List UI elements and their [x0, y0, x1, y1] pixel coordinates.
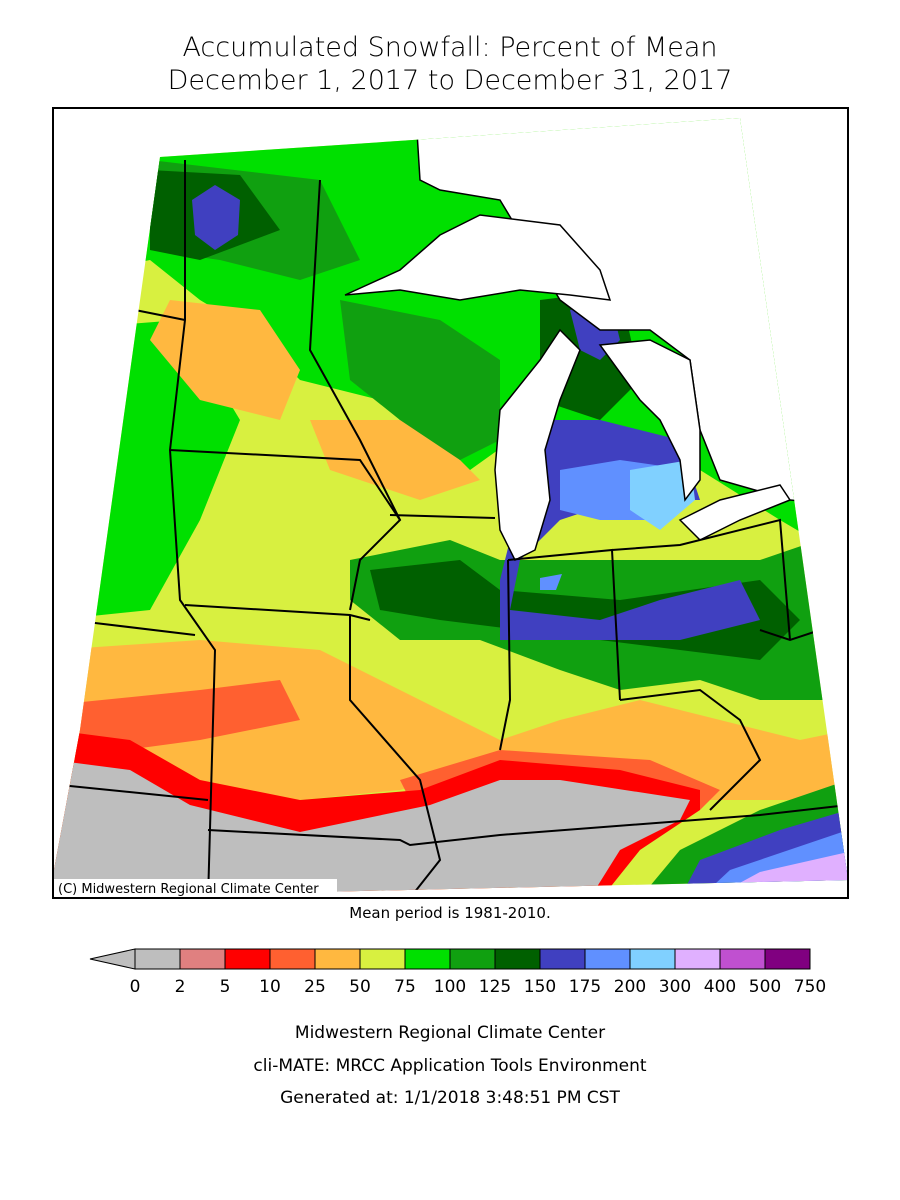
- map-region: [340, 300, 500, 460]
- lake: [598, 339, 701, 502]
- border: [207, 804, 848, 847]
- legend-tick-label: 5: [220, 977, 231, 997]
- legend-tick-label: 400: [704, 977, 736, 997]
- map-region: [630, 460, 695, 530]
- map-region: [53, 760, 690, 898]
- legend-under: [89, 948, 136, 970]
- legend-box: [269, 948, 316, 970]
- legend-tick-label: 750: [794, 977, 826, 997]
- legend-box: [134, 948, 181, 970]
- legend-box: [584, 948, 631, 970]
- subtitle: December 1, 2017 to December 31, 2017: [168, 65, 733, 96]
- map-region: [540, 574, 562, 590]
- legend-tick-label: 10: [259, 977, 281, 997]
- border: [134, 309, 186, 321]
- border: [349, 615, 442, 898]
- legend: 0 2 5 10 25 50 75 100 125 150 175 200 300 400 500 750: [89, 948, 826, 997]
- legend-box: [224, 948, 271, 970]
- legend-tick-label: 100: [434, 977, 466, 997]
- credit: (C) Midwestern Regional Climate Center: [58, 882, 319, 897]
- legend-box: [539, 948, 586, 970]
- border: [86, 621, 196, 636]
- border: [499, 559, 512, 751]
- legend-tick-label: 500: [749, 977, 781, 997]
- map-frame: [52, 107, 849, 899]
- legend-box: [629, 948, 676, 970]
- legend-box: [359, 948, 406, 970]
- legend-tick-label: 200: [614, 977, 646, 997]
- border: [389, 514, 496, 519]
- legend-tick-label: 75: [394, 977, 416, 997]
- map-region: [150, 300, 300, 420]
- footer-line: Midwestern Regional Climate Center: [295, 1023, 605, 1043]
- border: [611, 518, 791, 641]
- legend-tick-label: 175: [569, 977, 601, 997]
- title: Accumulated Snowfall: Percent of Mean: [182, 32, 717, 63]
- map-region: [192, 185, 240, 250]
- border: [168, 160, 217, 898]
- legend-tick-label: 25: [304, 977, 326, 997]
- legend-box: [764, 948, 811, 970]
- legend-box: [449, 948, 496, 970]
- legend-box: [494, 948, 541, 970]
- legend-box: [179, 948, 226, 970]
- legend-tick-label: 150: [524, 977, 556, 997]
- legend-tick-label: 50: [349, 977, 371, 997]
- legend-box: [314, 948, 361, 970]
- lake: [494, 328, 581, 562]
- lake: [344, 214, 612, 301]
- legend-tick-label: 0: [130, 977, 141, 997]
- border: [308, 179, 401, 521]
- legend-tick-label: 125: [479, 977, 511, 997]
- footer-line: Generated at: 1/1/2018 3:48:51 PM CST: [280, 1088, 620, 1108]
- map: [53, 118, 848, 898]
- credit-box: [54, 879, 337, 897]
- legend-box: [719, 948, 766, 970]
- legend-box: [404, 948, 451, 970]
- border: [759, 629, 821, 642]
- legend-box: [674, 948, 721, 970]
- legend-tick-label: 300: [659, 977, 691, 997]
- border: [59, 784, 209, 801]
- border: [619, 688, 762, 811]
- legend-tick-label: 2: [175, 977, 186, 997]
- note: Mean period is 1981-2010.: [349, 904, 550, 922]
- footer-line: cli-MATE: MRCC Application Tools Environ…: [253, 1056, 646, 1076]
